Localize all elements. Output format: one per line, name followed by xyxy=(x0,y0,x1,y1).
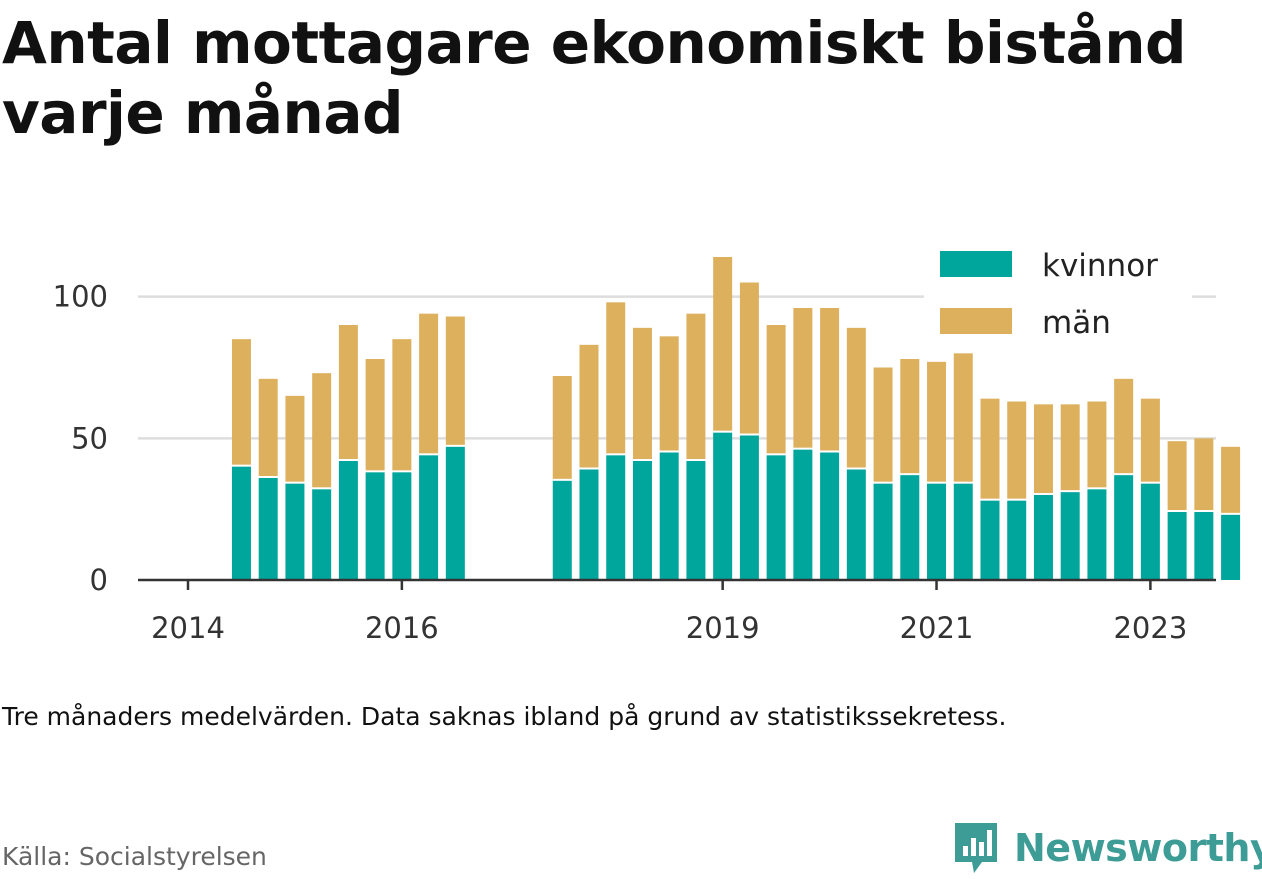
bar-man xyxy=(365,359,385,471)
bar-kvinnor xyxy=(659,452,679,580)
bar-kvinnor xyxy=(873,483,893,580)
bar-kvinnor xyxy=(1114,475,1134,580)
bar-kvinnor xyxy=(927,483,947,580)
bar-kvinnor xyxy=(338,461,358,580)
bar-kvinnor xyxy=(766,455,786,580)
bar-man xyxy=(1033,404,1053,493)
bar-kvinnor xyxy=(1033,495,1053,580)
bar-man xyxy=(632,327,652,459)
bar-man xyxy=(231,339,251,465)
bar-kvinnor xyxy=(392,472,412,580)
x-tick-label: 2014 xyxy=(151,611,225,645)
chart-note: Tre månaders medelvärden. Data saknas ib… xyxy=(2,702,1007,731)
bar-kvinnor xyxy=(793,449,813,580)
bar-man xyxy=(980,398,1000,499)
axes: 0 50 100 2014 2016 2019 2021 2023 xyxy=(53,280,1216,645)
bar-kvinnor xyxy=(980,500,1000,580)
bar-man xyxy=(686,313,706,459)
bar-man xyxy=(1221,446,1241,513)
bar-man xyxy=(766,325,786,454)
bar-man xyxy=(739,282,759,434)
bar-kvinnor xyxy=(1060,492,1080,580)
bar-man xyxy=(552,376,572,479)
bar-kvinnor xyxy=(1167,512,1187,580)
bar-man xyxy=(579,344,599,468)
brand-logo: Newsworthy xyxy=(952,820,1262,876)
bar-man xyxy=(953,353,973,482)
bar-man xyxy=(900,359,920,474)
bar-kvinnor xyxy=(365,472,385,580)
bar-man xyxy=(659,336,679,451)
bar-kvinnor xyxy=(686,461,706,580)
bar-man xyxy=(419,313,439,454)
brand-name: Newsworthy xyxy=(1014,826,1262,870)
x-tick-label: 2021 xyxy=(900,611,974,645)
bar-kvinnor xyxy=(258,478,278,580)
legend-label-kvinnor: kvinnor xyxy=(1042,248,1158,284)
bar-man xyxy=(793,308,813,448)
bar-man xyxy=(1060,404,1080,491)
bar-man xyxy=(1140,398,1160,482)
newsworthy-logo-icon xyxy=(955,823,997,873)
bar-kvinnor xyxy=(419,455,439,580)
bar-kvinnor xyxy=(900,475,920,580)
bar-kvinnor xyxy=(445,446,465,580)
x-tick-label: 2023 xyxy=(1113,611,1187,645)
bar-kvinnor xyxy=(1194,512,1214,580)
y-tick-label: 0 xyxy=(90,563,108,597)
bar-kvinnor xyxy=(579,469,599,580)
bar-kvinnor xyxy=(1140,483,1160,580)
bar-man xyxy=(285,395,305,482)
bar-kvinnor xyxy=(285,483,305,580)
bar-man xyxy=(1194,438,1214,510)
legend-swatch-man xyxy=(940,308,1012,334)
x-tick-label: 2016 xyxy=(365,611,439,645)
bar-man xyxy=(312,373,332,488)
bars xyxy=(231,257,1241,580)
y-tick-label: 100 xyxy=(53,280,108,314)
bar-man xyxy=(820,308,840,451)
bar-kvinnor xyxy=(739,435,759,580)
legend-label-man: män xyxy=(1042,305,1111,341)
bar-man xyxy=(1007,401,1027,499)
bar-kvinnor xyxy=(820,452,840,580)
bar-man xyxy=(873,367,893,482)
bar-kvinnor xyxy=(1087,489,1107,580)
bar-man xyxy=(713,257,733,431)
bar-man xyxy=(392,339,412,471)
bar-man xyxy=(1114,378,1134,474)
bar-man xyxy=(258,378,278,476)
bar-kvinnor xyxy=(231,466,251,580)
bar-man xyxy=(927,361,947,482)
bar-man xyxy=(1167,441,1187,510)
y-tick-label: 50 xyxy=(71,421,108,455)
bar-man xyxy=(1087,401,1107,488)
bar-man xyxy=(445,316,465,445)
chart-title: Antal mottagare ekonomiskt bistånd varje… xyxy=(2,9,1187,147)
legend: kvinnor män xyxy=(924,236,1192,346)
bar-kvinnor xyxy=(632,461,652,580)
source-credit: Källa: Socialstyrelsen xyxy=(2,842,267,871)
bar-man xyxy=(606,302,626,454)
bar-kvinnor xyxy=(1221,514,1241,580)
bar-kvinnor xyxy=(312,489,332,580)
bar-kvinnor xyxy=(552,480,572,580)
bar-kvinnor xyxy=(953,483,973,580)
legend-swatch-kvinnor xyxy=(940,251,1012,277)
bar-kvinnor xyxy=(1007,500,1027,580)
bar-man xyxy=(338,325,358,459)
bar-man xyxy=(846,327,866,468)
bar-kvinnor xyxy=(846,469,866,580)
stacked-bar-chart: 0 50 100 2014 2016 2019 2021 2023 kvinnor män xyxy=(52,236,1241,645)
x-tick-label: 2019 xyxy=(686,611,760,645)
bar-kvinnor xyxy=(713,432,733,580)
bar-kvinnor xyxy=(606,455,626,580)
